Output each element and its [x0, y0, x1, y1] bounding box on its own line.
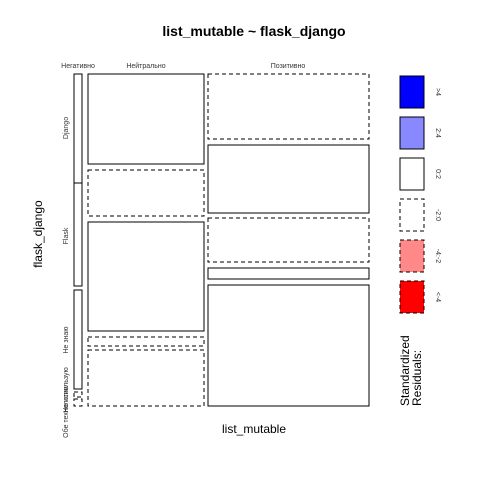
- cell-позитивно-не-использую: [207, 267, 370, 280]
- legend-swatch-3: [399, 157, 425, 191]
- cell-негативно-обе-технологии: [73, 398, 83, 407]
- mosaic-cells: [73, 73, 370, 407]
- y-axis-label: flask_django: [31, 200, 45, 268]
- cell-негативно-не-использую: [73, 391, 83, 398]
- legend-swatch-6: [399, 280, 425, 314]
- legend-label-2: 2:4: [434, 128, 441, 138]
- y-tick-2: Flask: [63, 227, 70, 244]
- cell-негативно-flask: [73, 182, 83, 287]
- x-tick-2: Нейтрально: [126, 62, 165, 70]
- y-tick-4: Не использую: [63, 367, 70, 412]
- cell-нейтрально-flask: [87, 169, 205, 217]
- legend-label-6: <-4: [434, 292, 441, 302]
- cell-позитивно-обе-технологии: [207, 284, 370, 407]
- cell-позитивно-flask: [207, 144, 370, 214]
- legend-label-3: 0:2: [434, 169, 441, 179]
- legend-title-line-1: Standardized: [398, 335, 412, 406]
- legend-swatch-5: [399, 239, 425, 273]
- legend-label-5: -4:-2: [434, 249, 441, 264]
- cell-позитивно-django: [207, 73, 370, 140]
- x-tick-3: Позитивно: [271, 63, 306, 70]
- y-tick-3: Не знаю: [63, 326, 70, 353]
- legend: >4 2:4 0:2 -2:0 -4:-2 <-4 StandardizedResidual…: [398, 75, 441, 406]
- y-tick-1: Django: [63, 117, 70, 139]
- cell-негативно-не-знаю: [73, 289, 83, 390]
- cell-нейтрально-обе-технологии: [87, 349, 205, 407]
- cell-нейтрально-django: [87, 73, 205, 165]
- legend-swatch-4: [399, 198, 425, 232]
- x-tick-labels: Негативно Нейтрально Позитивно: [61, 62, 305, 70]
- legend-label-1: >4: [434, 88, 441, 96]
- legend-swatch-1: [399, 75, 425, 109]
- legend-title-line-2: Residuals:: [410, 350, 424, 406]
- cell-позитивно-не-знаю: [207, 217, 370, 263]
- legend-label-4: -2:0: [434, 209, 441, 221]
- x-tick-1: Негативно: [61, 63, 95, 70]
- x-axis-label: list_mutable: [222, 422, 286, 436]
- chart-title: list_mutable ~ flask_django: [162, 23, 345, 39]
- cell-нейтрально-не-использую: [87, 336, 205, 347]
- legend-swatch-2: [399, 116, 425, 150]
- cell-нейтрально-не-знаю: [87, 221, 205, 332]
- y-tick-5: Обе технологии: [62, 386, 70, 438]
